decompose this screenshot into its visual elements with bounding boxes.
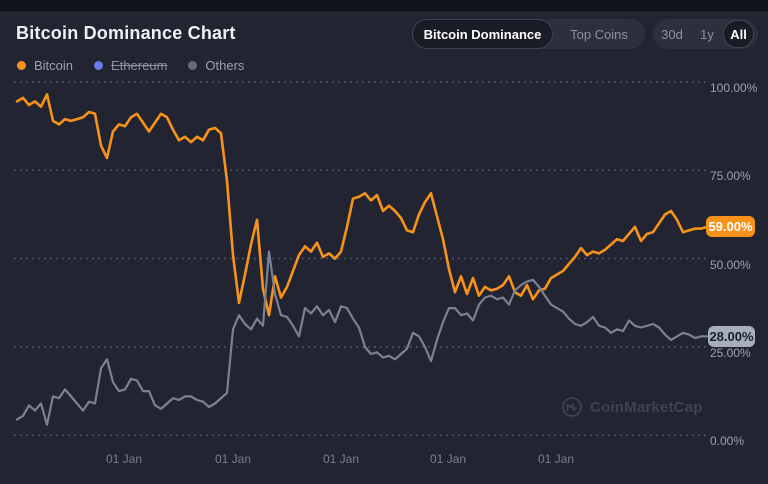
bitcoin-color-dot-icon (17, 61, 26, 70)
y-axis-label-75: 75.00% (710, 169, 751, 183)
x-axis-label-1: 01 Jan (105, 452, 143, 466)
x-axis-label-2: 01 Jan (214, 452, 252, 466)
coinmarketcap-watermark: CoinMarketCap (561, 396, 703, 418)
chart-card: Bitcoin Dominance Chart Bitcoin Dominanc… (0, 11, 768, 484)
others-color-dot-icon (188, 61, 198, 70)
y-axis-label-100: 100.00% (710, 81, 758, 95)
gridlines (14, 81, 706, 436)
x-axis-label-3: 01 Jan (322, 452, 360, 466)
watermark-label: CoinMarketCap (590, 398, 703, 416)
coinmarketcap-logo-icon (562, 397, 582, 417)
range-all-button[interactable]: All (723, 20, 754, 48)
others-series-line[interactable] (15, 250, 709, 426)
range-30d-button[interactable]: 30d (653, 19, 691, 49)
page-title: Bitcoin Dominance Chart (16, 23, 236, 43)
time-range-selector: 30d 1y All (653, 19, 758, 49)
bitcoin-series-line[interactable] (15, 93, 709, 317)
range-1y-button[interactable]: 1y (691, 19, 723, 49)
chart-type-tabs: Bitcoin Dominance Top Coins (412, 19, 645, 49)
legend-item-others[interactable]: Others (188, 58, 244, 73)
bitcoin-current-value-badge: 59.00% (706, 216, 755, 237)
legend-item-bitcoin[interactable]: Bitcoin (17, 58, 73, 73)
chart-legend: Bitcoin Ethereum Others (17, 58, 244, 73)
legend-label-others: Others (205, 58, 245, 73)
x-axis-label-5: 01 Jan (537, 452, 575, 466)
tab-bitcoin-dominance[interactable]: Bitcoin Dominance (412, 19, 553, 49)
y-axis-label-25: 25.00% (710, 346, 751, 360)
top-strip (0, 0, 768, 11)
others-current-value-badge: 28.00% (708, 326, 755, 347)
tab-top-coins[interactable]: Top Coins (553, 19, 645, 49)
y-axis-label-50: 50.00% (710, 258, 751, 272)
y-axis-label-0: 0.00% (710, 434, 745, 448)
ethereum-color-dot-icon (94, 61, 104, 70)
series-group[interactable] (15, 93, 709, 426)
legend-item-ethereum[interactable]: Ethereum (94, 58, 167, 73)
legend-label-ethereum: Ethereum (111, 58, 168, 73)
x-axis-label-4: 01 Jan (429, 452, 467, 466)
legend-label-bitcoin: Bitcoin (34, 58, 74, 73)
